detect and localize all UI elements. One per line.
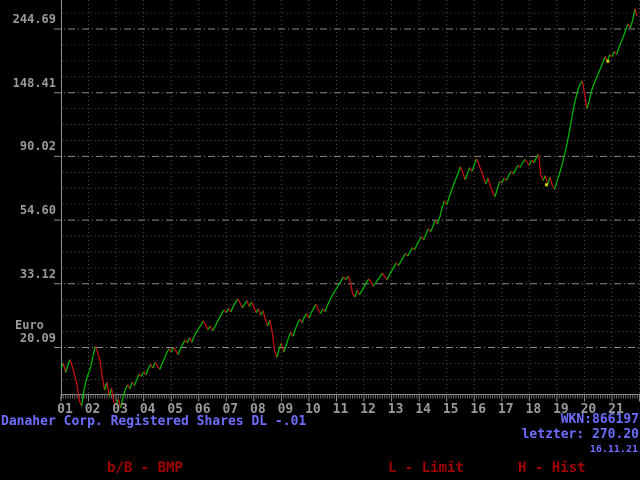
x-axis-label: 07 bbox=[222, 402, 239, 417]
y-axis-label: 148.41 bbox=[12, 75, 56, 90]
x-axis-label: 12 bbox=[360, 402, 376, 417]
y-axis-unit-label: Euro bbox=[15, 317, 44, 332]
x-axis-label: 16 bbox=[470, 402, 487, 417]
menu-item-bmp[interactable]: b/B - BMP bbox=[107, 460, 183, 476]
y-axis-label: 54.60 bbox=[19, 203, 56, 218]
y-axis-label: 20.09 bbox=[19, 330, 56, 345]
x-axis-label: 03 bbox=[112, 402, 128, 417]
x-axis-label: 09 bbox=[277, 402, 294, 417]
x-axis-label: 05 bbox=[167, 402, 184, 417]
quote-date: 16.11.21 bbox=[589, 444, 638, 455]
wkn-number: WKN:866197 bbox=[560, 412, 639, 427]
event-marker-dot bbox=[606, 59, 610, 63]
x-axis-label: 11 bbox=[332, 402, 349, 417]
x-axis-label: 14 bbox=[415, 402, 431, 417]
x-axis-label: 04 bbox=[139, 402, 156, 417]
menu-item-hist[interactable]: H - Hist bbox=[518, 460, 586, 476]
menu-item-limit[interactable]: L - Limit bbox=[388, 460, 464, 476]
x-axis-label: 08 bbox=[250, 402, 266, 417]
x-axis-label: 18 bbox=[525, 402, 542, 417]
x-axis-label: 06 bbox=[194, 402, 211, 417]
y-axis-label: 33.12 bbox=[19, 266, 56, 281]
x-axis-label: 19 bbox=[553, 402, 569, 417]
y-axis-label: 244.69 bbox=[12, 12, 56, 26]
x-axis-label: 20 bbox=[580, 402, 597, 417]
last-price-readout: letzter: 270.20 bbox=[521, 427, 639, 442]
x-axis-label: 13 bbox=[387, 402, 404, 417]
x-axis-label: 02 bbox=[84, 402, 101, 417]
x-axis-label: 17 bbox=[497, 402, 514, 417]
x-axis-label: 10 bbox=[305, 402, 321, 417]
y-axis-label: 90.02 bbox=[19, 139, 56, 154]
instrument-title: Danaher Corp. Registered Shares DL -.01 bbox=[1, 414, 307, 429]
event-marker-dot bbox=[544, 183, 548, 187]
x-axis-label: 15 bbox=[442, 402, 459, 417]
x-axis-label: 01 bbox=[57, 402, 73, 417]
x-axis-label: 21 bbox=[608, 402, 624, 417]
